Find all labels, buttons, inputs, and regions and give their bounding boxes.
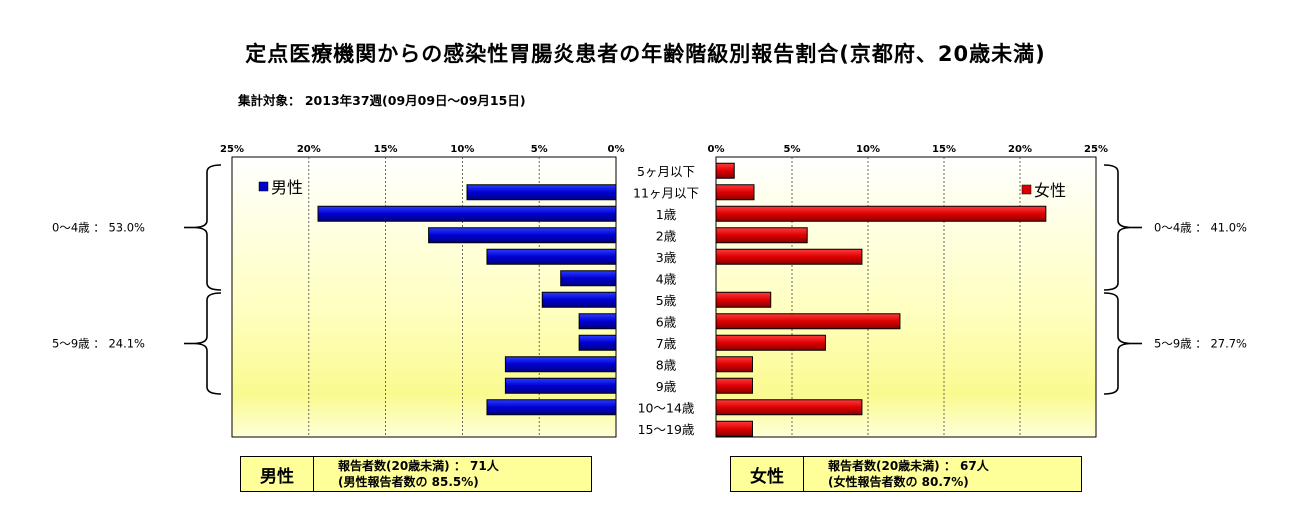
bar-male xyxy=(541,291,617,308)
legend-female-swatch xyxy=(1021,184,1032,195)
bar-female xyxy=(715,205,1047,222)
chart-subtitle: 集計対象： 2013年37週(09月09日～09月15日) xyxy=(238,93,526,108)
male-summary-text: 報告者数(20歳未満) ： 71人 (男性報告者数の 85.5%) xyxy=(314,457,591,491)
bar-male xyxy=(504,356,617,373)
category-label: 4歳 xyxy=(656,271,677,286)
male-summary-label: 男性 xyxy=(241,457,314,491)
female-plot-area xyxy=(715,156,1097,438)
bar-male xyxy=(486,248,617,265)
bar-male xyxy=(486,399,617,416)
category-label: 9歳 xyxy=(656,379,677,394)
bar-male xyxy=(466,184,617,201)
bar-male xyxy=(317,205,617,222)
bar-female xyxy=(715,291,772,308)
age-group-total-female: 0～4歳 ： 41.0% xyxy=(1154,221,1247,235)
female-summary-box: 女性 報告者数(20歳未満) ： 67人 (女性報告者数の 80.7%) xyxy=(730,456,1082,492)
male-summary-box: 男性 報告者数(20歳未満) ： 71人 (男性報告者数の 85.5%) xyxy=(240,456,592,492)
female-summary-line2: (女性報告者数の 80.7%) xyxy=(828,475,969,489)
bracket xyxy=(192,292,222,395)
x-tick-label: 5% xyxy=(784,144,801,155)
x-tick-label: 15% xyxy=(374,144,398,155)
x-tick-label: 20% xyxy=(1008,144,1032,155)
bar-male xyxy=(428,227,617,244)
bar-female xyxy=(715,377,753,394)
bracket xyxy=(1103,164,1133,291)
bar-female xyxy=(715,399,863,416)
x-tick-label: 25% xyxy=(1084,144,1108,155)
category-label: 3歳 xyxy=(656,250,677,265)
bar-male xyxy=(560,270,617,287)
chart-title: 定点医療機関からの感染性胃腸炎患者の年齢階級別報告割合(京都府、20歳未満) xyxy=(245,42,1046,66)
female-summary-text: 報告者数(20歳未満) ： 67人 (女性報告者数の 80.7%) xyxy=(804,457,1081,491)
bar-female xyxy=(715,184,755,201)
category-label: 2歳 xyxy=(656,228,677,243)
legend-female-label: 女性 xyxy=(1034,181,1066,200)
age-group-total-male: 5～9歳 ： 24.1% xyxy=(52,337,145,351)
x-tick-label: 15% xyxy=(932,144,956,155)
x-tick-label: 10% xyxy=(450,144,474,155)
category-label: 8歳 xyxy=(656,357,677,372)
bar-female xyxy=(715,227,808,244)
age-group-total-female: 5～9歳 ： 27.7% xyxy=(1154,337,1247,351)
x-tick-label: 0% xyxy=(608,144,625,155)
bar-female xyxy=(715,313,901,330)
age-group-total-male: 0～4歳 ： 53.0% xyxy=(52,221,145,235)
bracket xyxy=(192,164,222,291)
bar-male xyxy=(504,377,617,394)
category-label: 7歳 xyxy=(656,336,677,351)
category-label: 1歳 xyxy=(656,207,677,222)
female-summary-line1: 報告者数(20歳未満) ： 67人 xyxy=(828,459,989,473)
bar-female xyxy=(715,356,753,373)
category-label: 11ヶ月以下 xyxy=(633,185,699,200)
legend-male-label: 男性 xyxy=(271,178,303,197)
male-summary-line1: 報告者数(20歳未満) ： 71人 xyxy=(338,459,499,473)
x-tick-label: 5% xyxy=(531,144,548,155)
legend-male: 男性 xyxy=(258,178,303,197)
bar-female xyxy=(715,334,826,351)
x-tick-label: 25% xyxy=(220,144,244,155)
bar-male xyxy=(578,313,617,330)
bar-female xyxy=(715,248,863,265)
female-summary-label: 女性 xyxy=(731,457,804,491)
bar-female xyxy=(715,420,753,437)
category-label: 5ヶ月以下 xyxy=(637,164,695,179)
bar-female xyxy=(715,162,735,179)
bar-male xyxy=(578,334,617,351)
x-tick-label: 0% xyxy=(708,144,725,155)
legend-male-swatch xyxy=(258,181,269,192)
x-tick-label: 20% xyxy=(297,144,321,155)
male-summary-line2: (男性報告者数の 85.5%) xyxy=(338,475,479,489)
category-label: 6歳 xyxy=(656,314,677,329)
category-label: 5歳 xyxy=(656,293,677,308)
category-label: 15～19歳 xyxy=(638,422,695,437)
x-tick-label: 10% xyxy=(856,144,880,155)
category-label: 10～14歳 xyxy=(638,400,695,415)
legend-female: 女性 xyxy=(1021,181,1066,200)
bracket xyxy=(1103,292,1133,395)
